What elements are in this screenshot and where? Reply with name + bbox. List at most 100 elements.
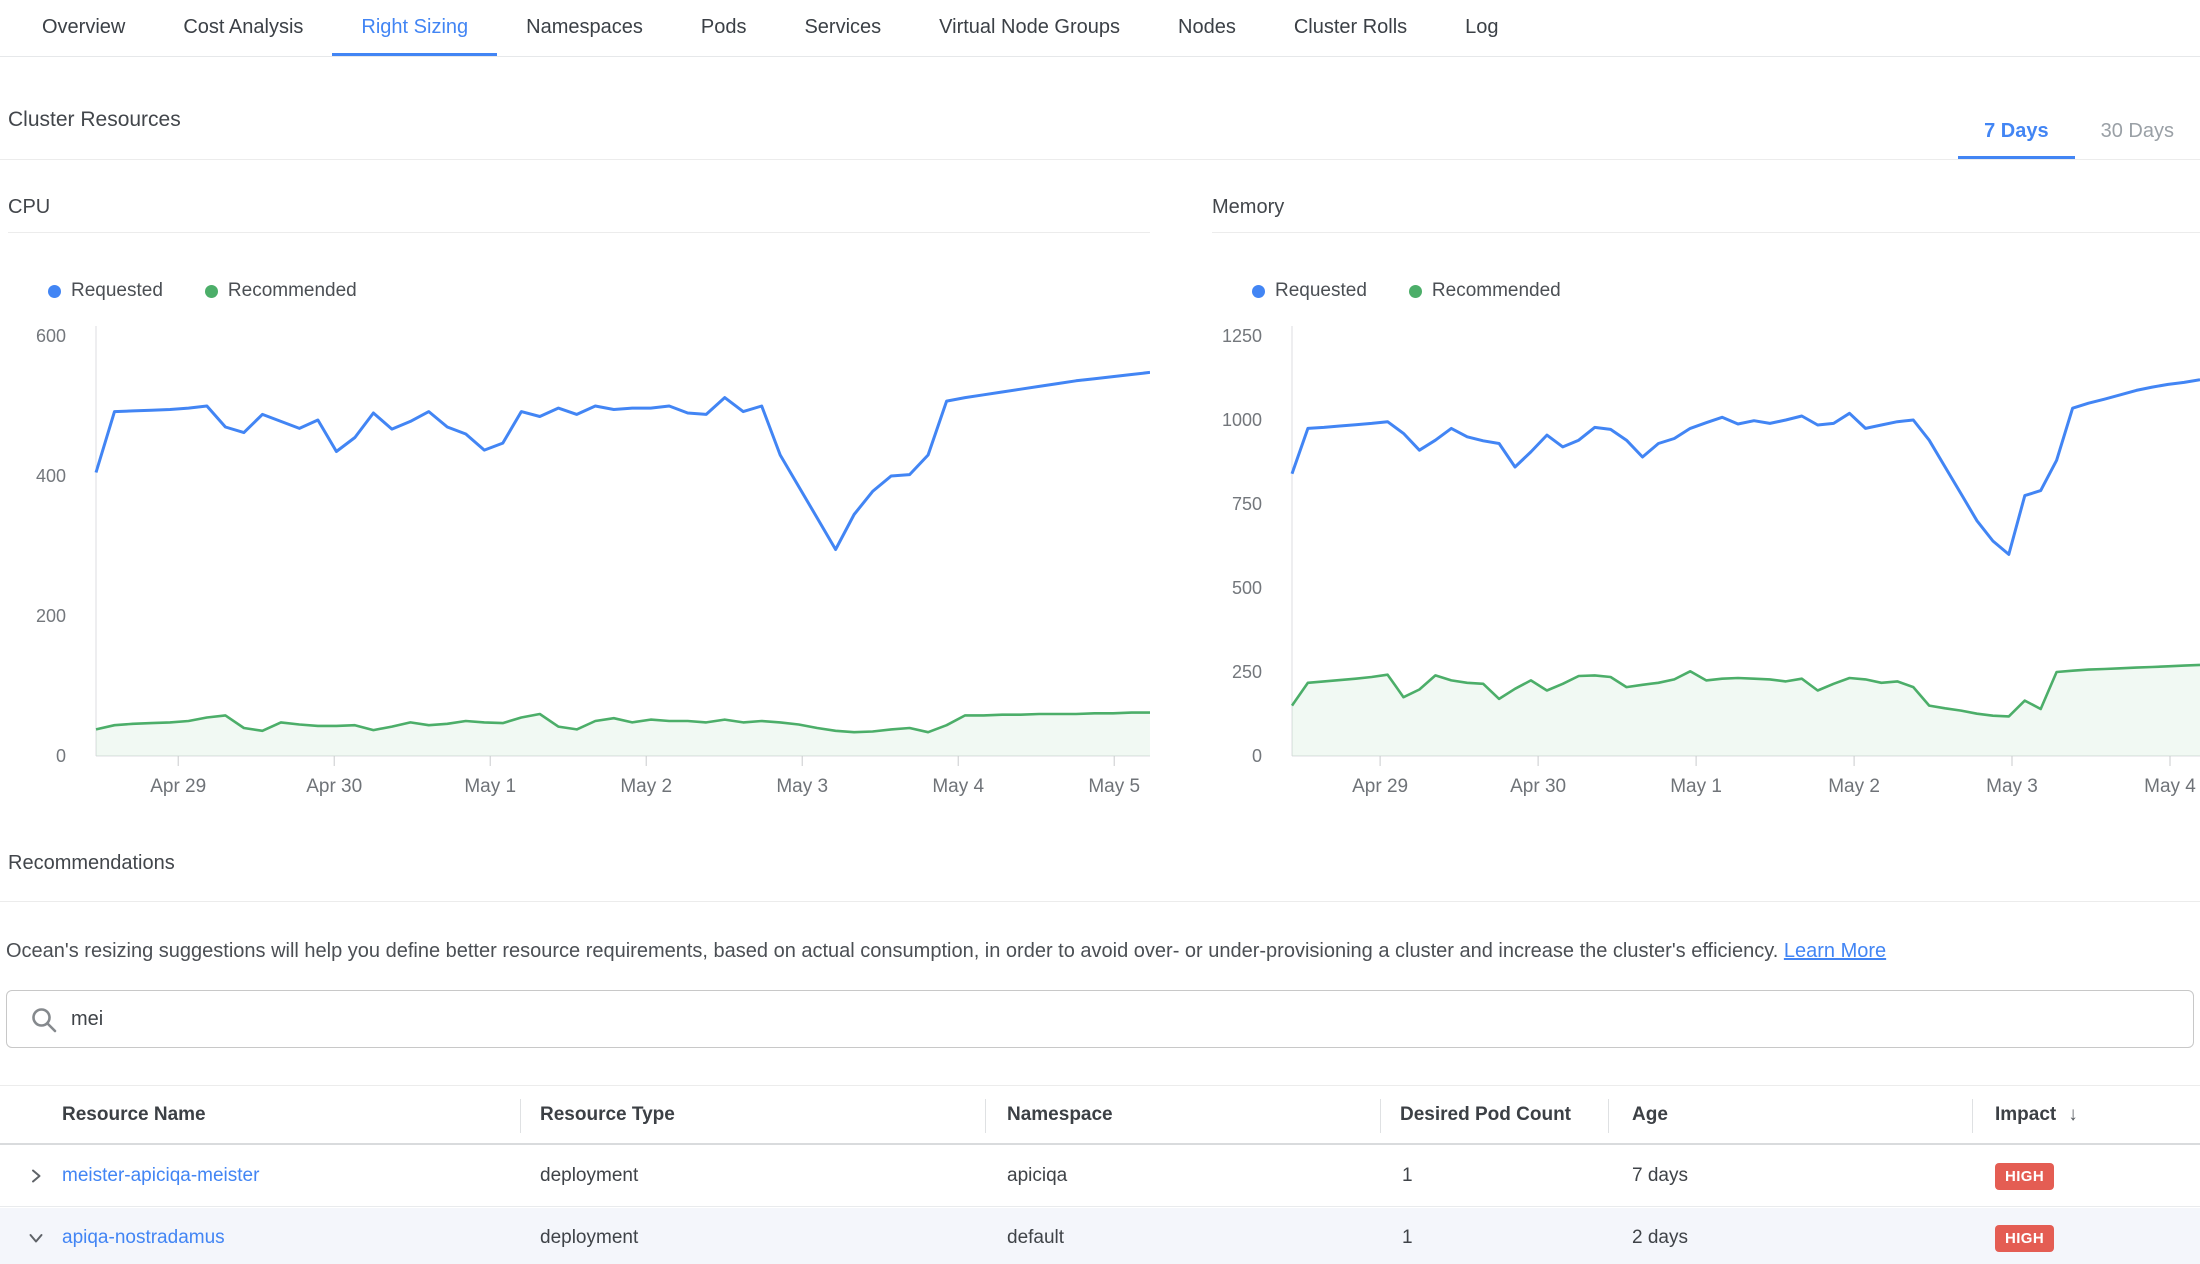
resource-type-cell: deployment — [540, 1227, 639, 1248]
memory-line-chart: 0 250 500 750 1000 1250 Apr 29 Apr 30 May 1 May 2… — [1212, 314, 2200, 809]
svg-text:1000: 1000 — [1222, 410, 1262, 430]
legend-item-requested[interactable]: Requested — [1252, 280, 1367, 302]
recommendations-title: Recommendations — [8, 852, 175, 874]
panel-divider — [1212, 232, 2200, 233]
tab-namespaces[interactable]: Namespaces — [526, 16, 643, 38]
impact-cell: HIGH — [1972, 1162, 2200, 1190]
legend-item-recommended[interactable]: Recommended — [1408, 280, 1561, 302]
impact-badge: HIGH — [1995, 1162, 2055, 1190]
resource-search-box — [6, 990, 2194, 1048]
chevron-right-icon[interactable] — [28, 1168, 44, 1184]
svg-text:Apr 29: Apr 29 — [1352, 776, 1408, 797]
sort-desc-icon[interactable]: ↓ — [2068, 1104, 2078, 1125]
recommendations-table-header: Resource Name Resource Type Namespace Desir… — [0, 1085, 2200, 1145]
legend-label: Requested — [1275, 280, 1367, 301]
svg-text:May 2: May 2 — [1828, 776, 1880, 797]
section-divider — [0, 159, 2200, 160]
svg-text:500: 500 — [1232, 578, 1262, 598]
tab-cost-analysis[interactable]: Cost Analysis — [183, 16, 304, 38]
resource-search-input[interactable] — [69, 992, 2165, 1046]
tab-log[interactable]: Log — [1465, 16, 1499, 38]
table-row[interactable]: meister-apiciqa-meister deployment apiciqa… — [0, 1146, 2200, 1207]
tab-nodes[interactable]: Nodes — [1178, 16, 1236, 38]
svg-text:Apr 30: Apr 30 — [306, 776, 362, 797]
svg-text:0: 0 — [1252, 746, 1262, 766]
range-tab-7-days[interactable]: 7 Days — [1958, 107, 2075, 159]
legend-item-requested[interactable]: Requested — [48, 280, 163, 302]
tab-overview[interactable]: Overview — [42, 16, 126, 38]
svg-text:May 1: May 1 — [464, 776, 516, 797]
tab-services[interactable]: Services — [804, 16, 882, 38]
column-header-resource-name[interactable]: Resource Name — [0, 1086, 520, 1146]
svg-text:May 3: May 3 — [776, 776, 828, 797]
column-header-namespace[interactable]: Namespace — [985, 1086, 1380, 1146]
line-chart-svg: 0 250 500 750 1000 1250 Apr 29 Apr 30 May 1 May 2… — [1222, 326, 2200, 797]
desired-pod-count-cell: 1 — [1402, 1227, 1413, 1248]
recommendations-description: Ocean's resizing suggestions will help y… — [6, 940, 1886, 963]
legend-dot-icon — [1252, 284, 1265, 298]
legend-dot-icon — [1408, 284, 1422, 298]
column-label: Namespace — [1007, 1104, 1113, 1125]
time-range-tabs: 7 Days 30 Days — [1958, 107, 2200, 159]
cpu-chart-legend: Requested Recommended — [48, 280, 357, 302]
tab-pods[interactable]: Pods — [700, 16, 747, 38]
legend-item-recommended[interactable]: Recommended — [204, 280, 357, 302]
section-divider — [0, 901, 2200, 902]
column-header-resource-type[interactable]: Resource Type — [520, 1086, 985, 1146]
range-tab-30-days[interactable]: 30 Days — [2100, 120, 2174, 142]
tab-virtual-node-groups[interactable]: Virtual Node Groups — [939, 16, 1120, 38]
age-cell: 2 days — [1632, 1227, 1688, 1248]
svg-text:250: 250 — [1232, 662, 1262, 682]
cpu-chart-title: CPU — [8, 196, 51, 218]
svg-text:May 3: May 3 — [1986, 776, 2038, 797]
svg-text:May 2: May 2 — [620, 776, 672, 797]
svg-text:Apr 29: Apr 29 — [150, 776, 206, 797]
svg-text:May 1: May 1 — [1670, 776, 1722, 797]
column-label: Age — [1632, 1104, 1668, 1125]
svg-text:750: 750 — [1232, 494, 1262, 514]
line-chart-svg: 0 200 400 600 Apr 29 Apr 30 May 1 May 2 May 3 May… — [36, 326, 1151, 797]
svg-text:May 4: May 4 — [932, 776, 984, 797]
learn-more-link[interactable]: Learn More — [1783, 940, 1887, 962]
legend-label: Recommended — [1431, 280, 1561, 301]
column-label: Resource Type — [540, 1104, 675, 1125]
column-label: Desired Pod Count — [1400, 1104, 1572, 1125]
search-icon — [32, 1008, 57, 1033]
legend-label: Recommended — [227, 280, 357, 301]
main-tab-bar: Overview Cost Analysis Right Sizing Namespa… — [0, 0, 2200, 57]
namespace-cell: default — [1007, 1227, 1065, 1248]
svg-text:600: 600 — [36, 326, 66, 346]
legend-label: Requested — [71, 280, 163, 301]
resource-name-cell: meister-apiciqa-meister — [0, 1165, 520, 1187]
chevron-down-icon[interactable] — [28, 1230, 44, 1246]
cpu-chart-panel: CPU Requested Recommended 0 200 400 600 Apr 2… — [8, 196, 1151, 809]
memory-chart-legend: Requested Recommended — [1252, 280, 1561, 302]
resource-name-link[interactable]: meister-apiciqa-meister — [62, 1165, 260, 1186]
impact-badge: HIGH — [1995, 1224, 2055, 1252]
legend-dot-icon — [48, 284, 61, 298]
column-label: Resource Name — [62, 1104, 206, 1125]
column-label: Impact — [1995, 1104, 2057, 1125]
svg-text:1250: 1250 — [1222, 326, 1262, 346]
resource-name-link[interactable]: apiqa-nostradamus — [62, 1227, 225, 1248]
cluster-resources-title: Cluster Resources — [8, 108, 181, 131]
age-cell: 7 days — [1632, 1165, 1688, 1186]
column-header-age[interactable]: Age — [1608, 1086, 1972, 1146]
svg-text:Apr 30: Apr 30 — [1510, 776, 1566, 797]
cpu-line-chart: 0 200 400 600 Apr 29 Apr 30 May 1 May 2 May 3 May… — [8, 314, 1151, 809]
tab-cluster-rolls[interactable]: Cluster Rolls — [1293, 16, 1408, 38]
resource-name-cell: apiqa-nostradamus — [0, 1227, 520, 1249]
column-header-desired-pod-count[interactable]: Desired Pod Count — [1380, 1086, 1608, 1146]
panel-divider — [8, 232, 1150, 233]
table-row[interactable]: apiqa-nostradamus deployment default 1 2 day… — [0, 1208, 2200, 1264]
svg-text:400: 400 — [36, 466, 66, 486]
namespace-cell: apiciqa — [1007, 1165, 1068, 1186]
impact-cell: HIGH — [1972, 1224, 2200, 1252]
tab-right-sizing[interactable]: Right Sizing — [332, 0, 497, 56]
svg-text:May 5: May 5 — [1088, 776, 1140, 797]
svg-text:200: 200 — [36, 606, 66, 626]
desired-pod-count-cell: 1 — [1402, 1165, 1413, 1186]
legend-dot-icon — [204, 284, 218, 298]
column-header-impact[interactable]: Impact ↓ — [1972, 1086, 2200, 1146]
